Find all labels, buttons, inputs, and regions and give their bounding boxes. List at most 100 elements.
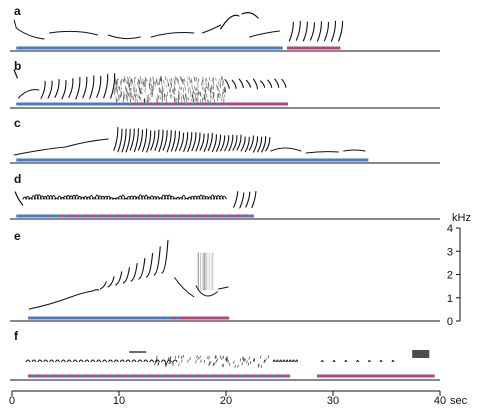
spectrogram-grain (215, 355, 217, 359)
spectrogram-grain (129, 92, 131, 98)
spectrogram-trace (84, 359, 90, 363)
spectrogram-trace (252, 136, 259, 153)
spectrogram-grain (152, 84, 155, 91)
spectrogram-grain (253, 358, 255, 362)
spectrogram-trace (181, 194, 187, 200)
spectrogram-trace (137, 129, 144, 151)
spectrogram-grain (129, 76, 131, 80)
spectrogram-grain (139, 95, 141, 99)
spectrogram-grain (174, 81, 176, 85)
spectrogram-grain (136, 81, 139, 86)
spectrogram-grain (197, 96, 199, 102)
spectrogram-trace (252, 78, 259, 90)
spectrogram-grain (161, 98, 163, 101)
spectrogram-trace (343, 149, 366, 152)
spectrogram-grain (174, 355, 177, 359)
spectrogram-trace (316, 21, 323, 42)
spectrogram-grain (154, 360, 157, 364)
spectrogram-grain (195, 98, 198, 101)
spectrogram-trace (107, 34, 141, 40)
spectrogram-grain (197, 356, 199, 361)
spectrogram-grain (177, 90, 179, 94)
spectrogram-grain (243, 358, 245, 362)
spectrogram-trace (154, 129, 160, 151)
spectrogram-trace (231, 79, 237, 89)
spectrogram-grain (143, 84, 145, 88)
spectrogram-grain (205, 81, 207, 88)
spectrogram-trace (330, 20, 337, 42)
spectrogram-grain (198, 91, 200, 95)
panel-a: a (10, 4, 440, 52)
spectrogram-grain (124, 78, 126, 82)
spectrogram-grain (205, 78, 207, 82)
spectrogram-grain (181, 79, 183, 85)
spectrogram-trace (160, 359, 166, 363)
context-bar-blue (28, 316, 168, 320)
context-bar-blue (16, 158, 369, 162)
spectrogram-grain (114, 76, 116, 80)
spectrogram-grain (135, 76, 137, 80)
spectrogram-trace (143, 359, 149, 363)
spectrogram-trace (356, 360, 360, 363)
spectrogram-grain (171, 360, 174, 365)
spectrogram-trace (195, 132, 201, 152)
spectrogram-trace (195, 285, 218, 297)
spectrogram-trace (281, 78, 287, 88)
spectrogram-grain (191, 78, 193, 84)
spectrogram-grain (225, 357, 228, 361)
spectrogram-grain (143, 97, 146, 101)
spectrogram-trace (275, 359, 279, 363)
spectrogram-grain (223, 94, 226, 98)
spectrogram-grain (128, 93, 130, 98)
spectrogram-trace (13, 138, 109, 156)
spectrogram-trace (96, 76, 102, 98)
spectrogram-trace (166, 129, 172, 153)
spectrogram-grain (137, 95, 139, 98)
spectrogram-trace (91, 197, 97, 200)
spectrogram-grain (164, 76, 167, 81)
spectrogram-grain (169, 86, 172, 93)
spectrogram-trace (236, 134, 242, 151)
spectrogram-grain (170, 82, 173, 88)
spectrogram-grain (156, 359, 158, 363)
spectrogram-grain (195, 76, 198, 82)
spectrogram-grain (159, 95, 161, 100)
context-bar-blue-magenta (167, 316, 180, 320)
spectrogram-trace (211, 134, 217, 153)
spectrogram-trace (146, 130, 152, 153)
spectrogram-trace (62, 195, 68, 200)
spectrogram-grain (183, 97, 186, 104)
spectrogram-trace (47, 80, 53, 99)
spectrogram-trace (31, 195, 37, 200)
spectrogram-grain (207, 82, 209, 88)
x-tick-label: 10 (113, 395, 125, 407)
spectrogram-grain (222, 355, 225, 359)
spectrogram-grain (151, 92, 153, 95)
spectrogram-grain (192, 95, 194, 102)
spectrogram-grain (178, 362, 180, 367)
spectrogram-grain (174, 87, 176, 91)
spectrogram-grain (145, 78, 147, 82)
time-axis: 0 10 20 30 40 sec (9, 390, 468, 407)
spectrogram-trace (218, 286, 229, 290)
spectrogram-grain (169, 356, 172, 360)
spectrogram-grain (117, 77, 119, 81)
spectrogram-grain (170, 94, 172, 99)
spectrogram-grain (200, 91, 202, 97)
spectrogram-grain (267, 355, 270, 359)
spectrogram-trace (28, 290, 93, 310)
y-tick-label: 4 (447, 223, 453, 235)
spectrogram-trace (272, 359, 276, 363)
spectrogram-trace (113, 359, 119, 363)
spectrogram-trace (215, 134, 222, 152)
spectrogram-grain (211, 95, 213, 100)
spectrogram-trace (379, 360, 383, 363)
spectrogram-trace (85, 196, 91, 200)
spectrogram-trace (122, 267, 130, 284)
spectrogram-grain (179, 76, 181, 80)
spectrogram-grain (247, 362, 250, 366)
spectrogram-grain (141, 91, 143, 95)
spectrogram-grain (214, 355, 217, 359)
spectrogram-trace (172, 359, 178, 363)
spectrogram-trace (28, 197, 34, 200)
